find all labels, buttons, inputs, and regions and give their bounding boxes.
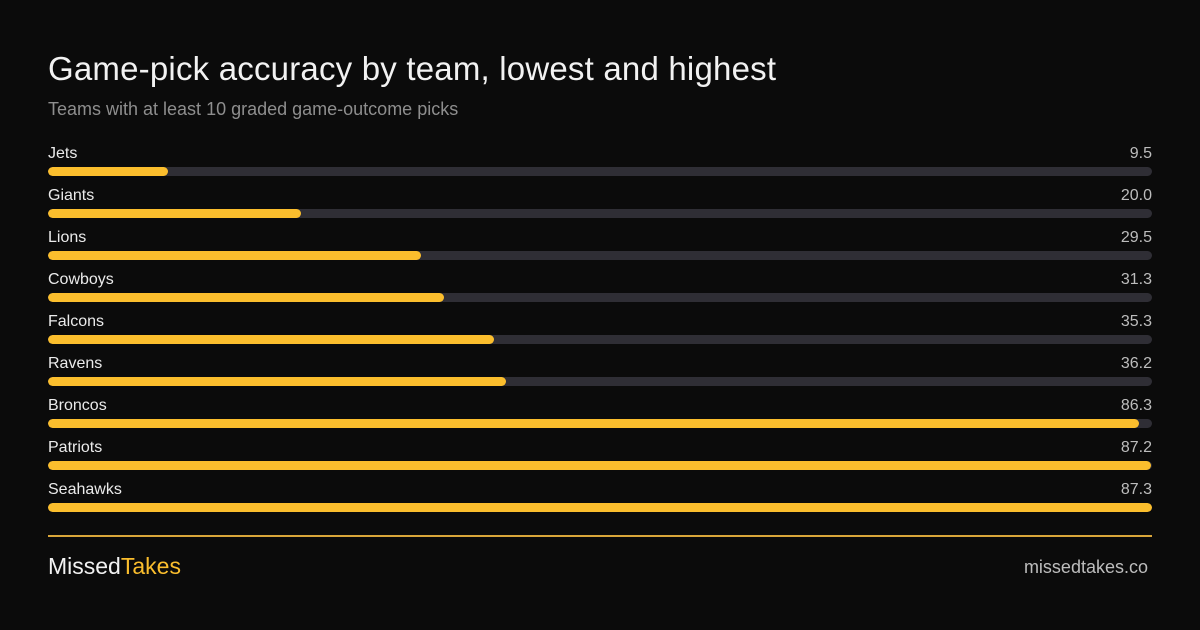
bar-track	[48, 167, 1152, 176]
bar-track	[48, 209, 1152, 218]
bar	[48, 209, 301, 218]
bar-row: Lions 29.5	[48, 228, 1152, 270]
bar-value-label: 29.5	[1120, 229, 1152, 246]
bar	[48, 335, 495, 344]
bar-row: Seahawks 87.3	[48, 480, 1152, 522]
bar-label: Giants	[48, 187, 95, 204]
brand-logo[interactable]: MissedTakes	[48, 553, 181, 580]
bar-value-label: 86.3	[1120, 397, 1152, 414]
bar-value-label: 20.0	[1120, 187, 1152, 204]
bar-label: Ravens	[48, 355, 103, 372]
bar	[48, 461, 1151, 470]
bar-value-label: 31.3	[1120, 271, 1152, 288]
bar-track	[48, 461, 1152, 470]
bar	[48, 377, 506, 386]
bar-label: Lions	[48, 229, 87, 246]
bar-label: Cowboys	[48, 271, 114, 288]
footer-divider	[48, 535, 1152, 537]
bar-row: Jets 9.5	[48, 144, 1152, 186]
bar	[48, 293, 444, 302]
bar-label: Falcons	[48, 313, 105, 330]
chart-subtitle: Teams with at least 10 graded game-outco…	[48, 99, 459, 119]
brand-logo-part-takes: Takes	[120, 553, 181, 579]
bar-label: Seahawks	[48, 481, 122, 498]
bar-row: Giants 20.0	[48, 186, 1152, 228]
bar-value-label: 9.5	[1129, 145, 1152, 162]
bar-value-label: 87.3	[1120, 481, 1152, 498]
bar	[48, 251, 422, 260]
bar-track	[48, 419, 1152, 428]
bar-value-label: 36.2	[1120, 355, 1152, 372]
chart-title: Game-pick accuracy by team, lowest and h…	[48, 50, 777, 87]
bar-row: Cowboys 31.3	[48, 270, 1152, 312]
bar-row: Ravens 36.2	[48, 354, 1152, 396]
bar	[48, 167, 169, 176]
bar-track	[48, 251, 1152, 260]
bar-track	[48, 377, 1152, 386]
brand-logo-part-missed: Missed	[48, 553, 121, 579]
bar	[48, 419, 1140, 428]
bar-value-label: 87.2	[1120, 439, 1152, 456]
bar-row: Patriots 87.2	[48, 438, 1152, 480]
bar-track	[48, 293, 1152, 302]
bar-label: Patriots	[48, 439, 103, 456]
site-url[interactable]: missedtakes.co	[1023, 557, 1148, 577]
bar-value-label: 35.3	[1120, 313, 1152, 330]
bar-list: Jets 9.5 Giants 20.0 Lions 29.5 Cowboys 31.3 Fal…	[48, 144, 1152, 522]
bar-label: Broncos	[48, 397, 107, 414]
bar-row: Falcons 35.3	[48, 312, 1152, 354]
bar-track	[48, 335, 1152, 344]
bar-label: Jets	[48, 145, 78, 162]
bar-track	[48, 503, 1152, 512]
bar-row: Broncos 86.3	[48, 396, 1152, 438]
bar	[48, 503, 1152, 512]
